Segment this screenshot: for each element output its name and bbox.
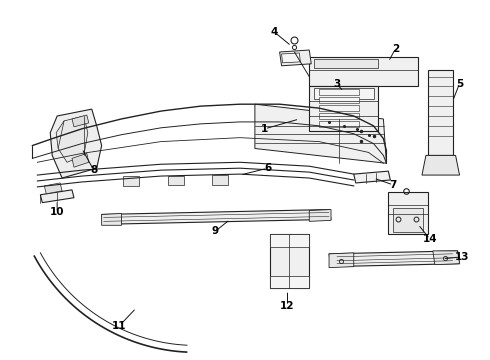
Polygon shape xyxy=(255,104,387,163)
Polygon shape xyxy=(44,183,62,194)
Polygon shape xyxy=(72,153,89,167)
Polygon shape xyxy=(270,234,309,247)
Text: 1: 1 xyxy=(261,124,269,134)
Text: 7: 7 xyxy=(390,180,397,190)
Polygon shape xyxy=(282,53,300,63)
Polygon shape xyxy=(56,116,88,162)
Text: 5: 5 xyxy=(456,78,463,89)
Polygon shape xyxy=(168,176,184,185)
Polygon shape xyxy=(319,97,359,103)
Polygon shape xyxy=(101,210,331,224)
Polygon shape xyxy=(314,89,373,99)
Polygon shape xyxy=(309,86,378,131)
Polygon shape xyxy=(319,89,359,95)
Polygon shape xyxy=(212,175,228,185)
Polygon shape xyxy=(72,115,89,127)
Polygon shape xyxy=(309,57,418,86)
Polygon shape xyxy=(389,192,428,234)
Polygon shape xyxy=(422,156,460,175)
Text: 4: 4 xyxy=(271,27,278,37)
Text: 12: 12 xyxy=(280,301,295,311)
Text: 2: 2 xyxy=(392,44,399,54)
Polygon shape xyxy=(433,251,460,265)
Polygon shape xyxy=(329,253,354,267)
Polygon shape xyxy=(319,105,359,111)
Text: 14: 14 xyxy=(422,234,437,244)
Polygon shape xyxy=(309,210,331,221)
Polygon shape xyxy=(270,275,309,288)
Polygon shape xyxy=(428,70,453,156)
Polygon shape xyxy=(314,59,378,68)
Polygon shape xyxy=(101,213,122,225)
Polygon shape xyxy=(393,208,423,232)
Polygon shape xyxy=(329,251,460,267)
Text: 9: 9 xyxy=(212,226,219,236)
Text: 13: 13 xyxy=(455,252,470,262)
Polygon shape xyxy=(280,50,311,66)
Text: 10: 10 xyxy=(50,207,64,217)
Polygon shape xyxy=(319,121,359,127)
Polygon shape xyxy=(40,190,74,203)
Polygon shape xyxy=(50,109,101,178)
Text: 8: 8 xyxy=(90,165,98,175)
Polygon shape xyxy=(123,176,139,186)
Polygon shape xyxy=(319,113,359,119)
Text: 6: 6 xyxy=(264,163,271,173)
Text: 11: 11 xyxy=(112,321,127,331)
Polygon shape xyxy=(354,171,391,183)
Text: 3: 3 xyxy=(333,80,341,90)
Polygon shape xyxy=(270,234,309,288)
